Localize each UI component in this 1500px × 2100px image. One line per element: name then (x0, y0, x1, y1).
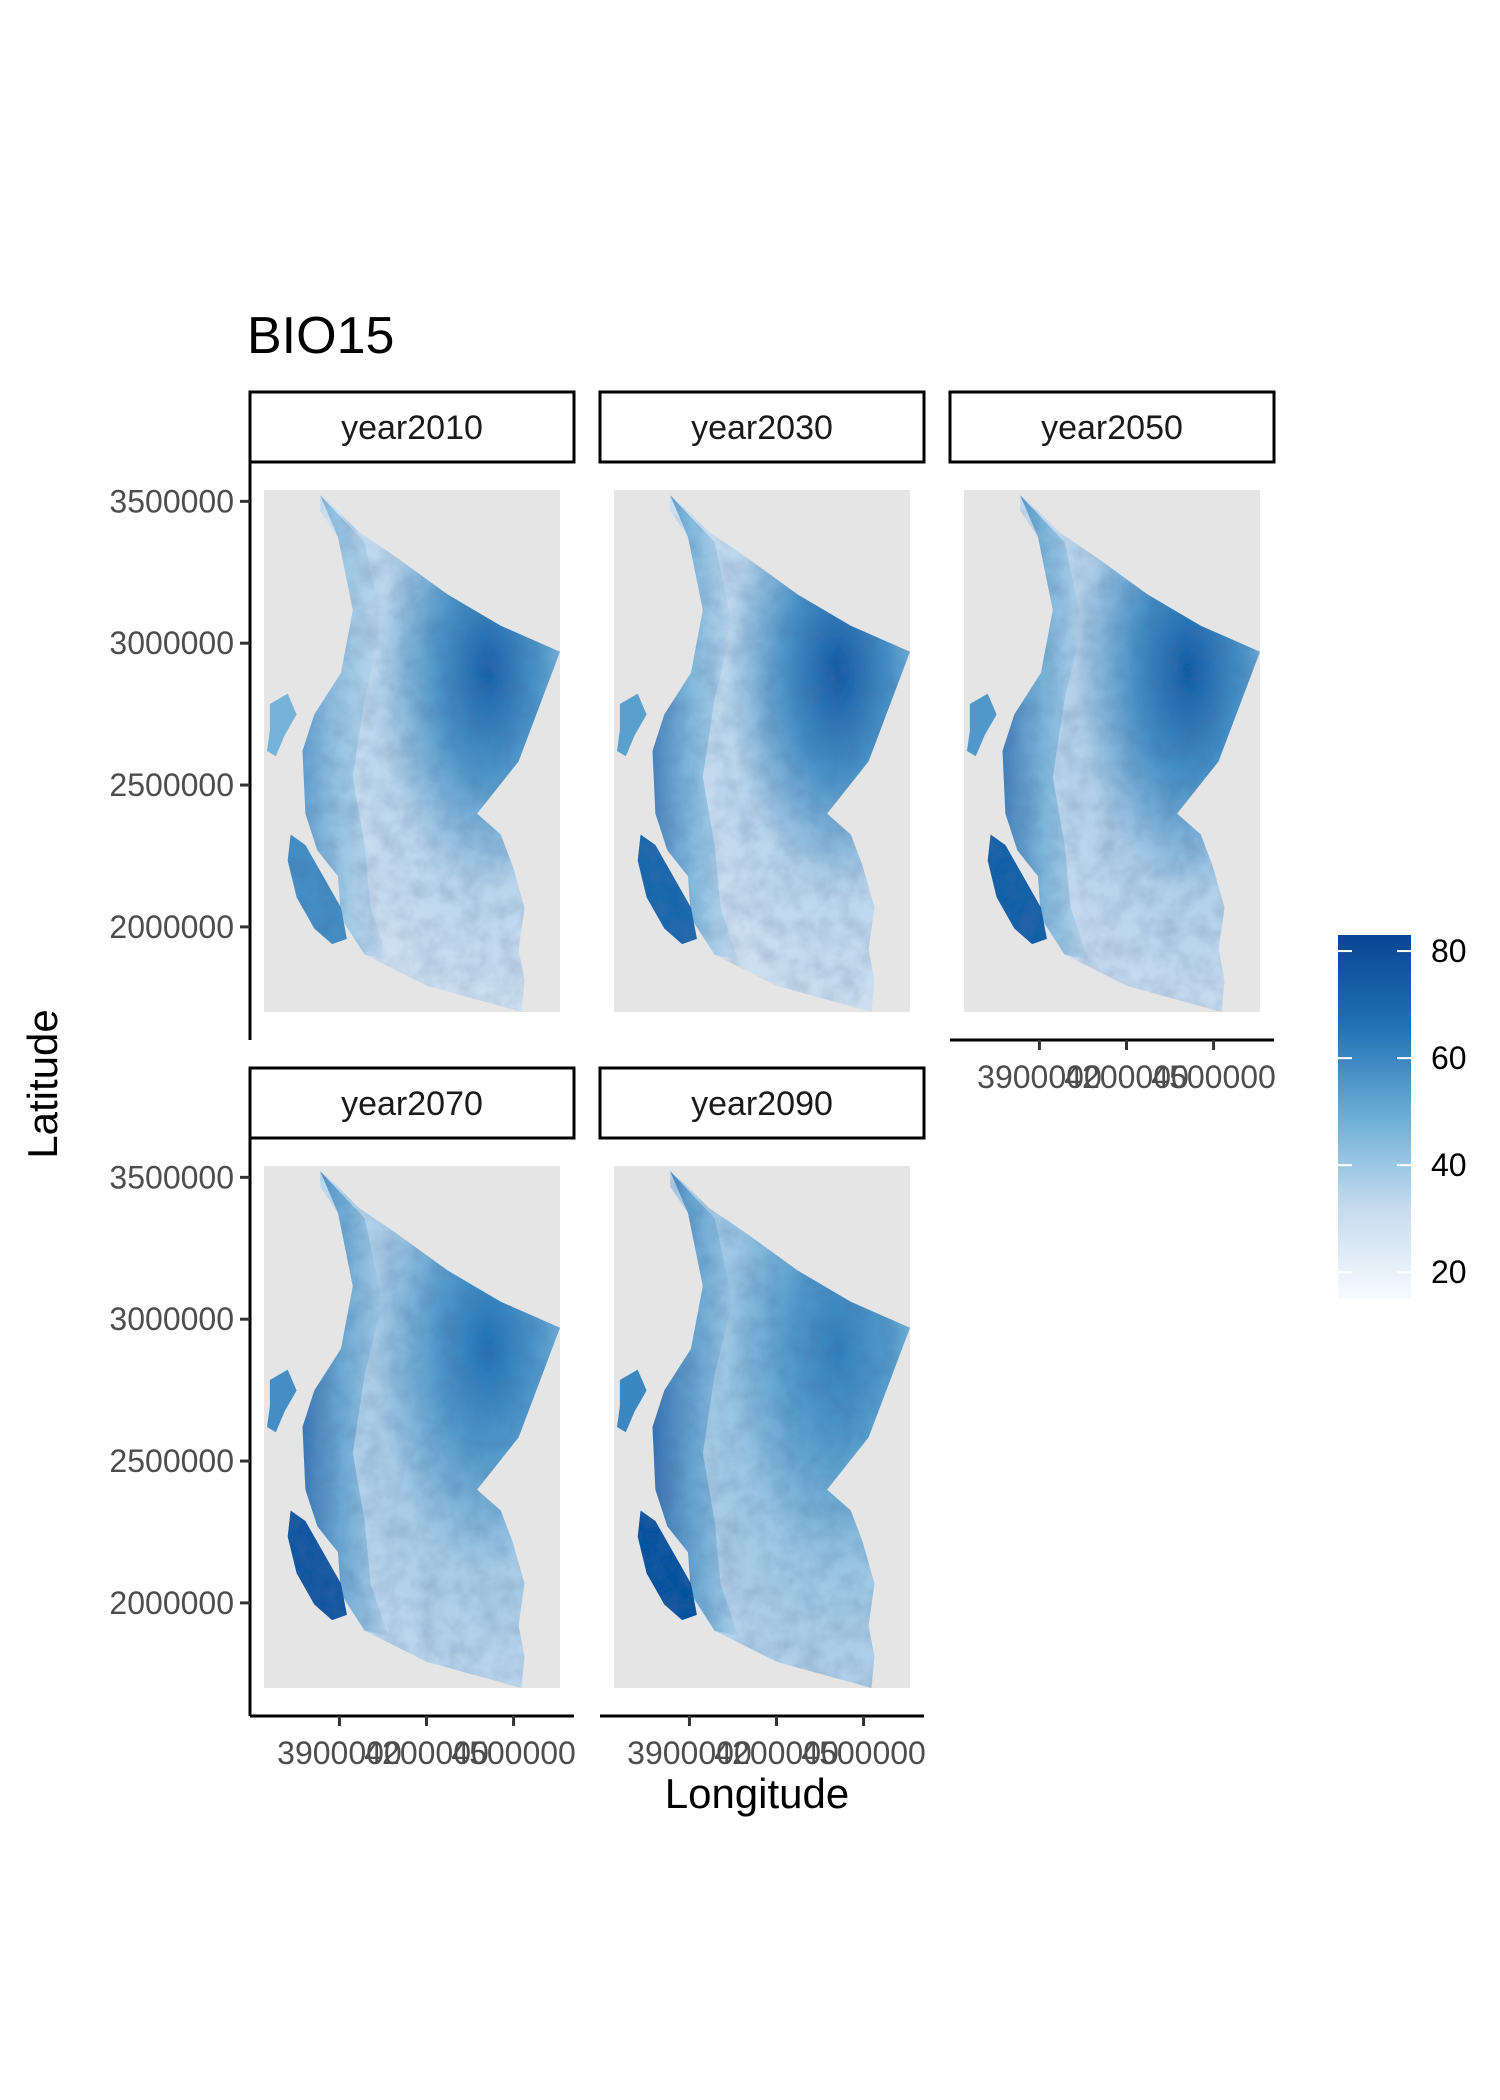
strip-box (598, 390, 926, 464)
vancouver-island-raster (637, 1510, 697, 1621)
y-tick-label: 3500000 (109, 483, 234, 519)
y-tick-label: 3000000 (109, 1301, 234, 1337)
legend-label: 80 (1431, 933, 1467, 969)
x-tick-label: 4200000 (1064, 1059, 1189, 1095)
strip-box (598, 1066, 926, 1140)
y-axis-title: Latitude (19, 1009, 66, 1158)
facet-year2030: year2030 (598, 390, 926, 1012)
strip-box (248, 1066, 576, 1140)
strip-label: year2030 (691, 409, 833, 447)
strip-box (248, 390, 576, 464)
legend-colorbar (1338, 935, 1411, 1299)
coastal-raster (1002, 495, 1089, 960)
coastal-raster (302, 495, 389, 960)
vancouver-island-raster (637, 834, 697, 945)
legend-label: 20 (1431, 1254, 1467, 1290)
x-tick-label: 3900000 (277, 1735, 402, 1771)
y-tick-label: 2500000 (109, 1443, 234, 1479)
facet-panels: year20103500000300000025000002000000year… (109, 390, 1276, 1771)
haida-gwaii-raster (267, 693, 297, 757)
legend-label: 40 (1431, 1147, 1467, 1183)
legend-label: 60 (1431, 1040, 1467, 1076)
coastal-raster (652, 1171, 739, 1636)
haida-gwaii-raster (617, 693, 647, 757)
vancouver-island-raster (287, 834, 347, 945)
coastal-raster (302, 1171, 389, 1636)
strip-label: year2070 (341, 1085, 483, 1123)
y-tick-label: 2000000 (109, 909, 234, 945)
y-tick-label: 2000000 (109, 1585, 234, 1621)
facet-year2070: year2070 3500000 3000000 2500000 2000000 3900… (109, 1066, 576, 1771)
chart-title: BIO15 (247, 307, 394, 365)
x-tick-label: 4200000 (714, 1735, 839, 1771)
x-tick-label: 3900000 (627, 1735, 752, 1771)
haida-gwaii-raster (967, 693, 997, 757)
x-tick-label: 4500000 (451, 1735, 576, 1771)
facet-year2010: year2010 3500000 3000000 2500000 2000000 (109, 390, 576, 1040)
x-tick-label: 4500000 (1151, 1059, 1276, 1095)
vancouver-island-raster (287, 1510, 347, 1621)
strip-label: year2050 (1041, 409, 1183, 447)
color-legend: 80 60 40 20 (1338, 933, 1467, 1299)
coastal-raster (652, 495, 739, 960)
haida-gwaii-raster (617, 1369, 647, 1433)
strip-label: year2010 (341, 409, 483, 447)
x-tick-label: 4200000 (364, 1735, 489, 1771)
y-tick-label: 3000000 (109, 625, 234, 661)
y-tick-label: 3500000 (109, 1159, 234, 1195)
haida-gwaii-raster (267, 1369, 297, 1433)
x-axis-title: Longitude (665, 1770, 850, 1817)
x-tick-label: 4500000 (801, 1735, 926, 1771)
strip-box (948, 390, 1276, 464)
x-tick-label: 3900000 (977, 1059, 1102, 1095)
y-tick-label: 2500000 (109, 767, 234, 803)
strip-label: year2090 (691, 1085, 833, 1123)
vancouver-island-raster (987, 834, 1047, 945)
